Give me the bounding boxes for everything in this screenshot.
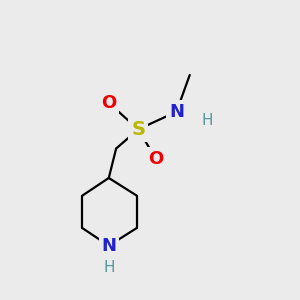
- Text: S: S: [131, 120, 145, 139]
- Text: H: H: [103, 260, 115, 275]
- Text: N: N: [101, 237, 116, 255]
- Text: H: H: [202, 113, 213, 128]
- Text: N: N: [169, 103, 184, 121]
- Text: O: O: [101, 94, 116, 112]
- Text: O: O: [148, 150, 164, 168]
